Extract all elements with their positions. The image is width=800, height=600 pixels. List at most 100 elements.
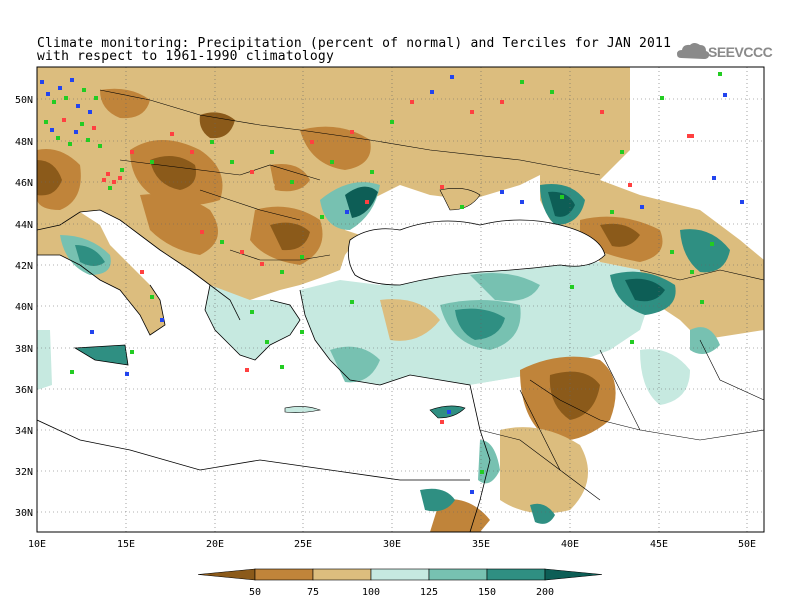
- station-marker: [52, 100, 56, 104]
- station-marker: [260, 262, 264, 266]
- station-marker: [80, 122, 84, 126]
- station-marker: [245, 368, 249, 372]
- station-marker: [450, 75, 454, 79]
- lon-label: 10E: [28, 539, 46, 550]
- station-marker: [76, 104, 80, 108]
- colorbar-segment: [312, 568, 372, 581]
- station-marker: [150, 160, 154, 164]
- station-marker: [220, 240, 224, 244]
- land-sicily: [75, 345, 128, 365]
- colorbar-label: 150: [478, 587, 496, 598]
- station-marker: [710, 242, 714, 246]
- station-marker: [250, 170, 254, 174]
- station-marker: [640, 205, 644, 209]
- colorbar-segment: [254, 568, 314, 581]
- logo-text: SEEVCCC: [708, 44, 773, 60]
- map-subtitle: with respect to 1961-1990 climatology: [37, 49, 334, 64]
- lon-label: 20E: [206, 539, 224, 550]
- station-marker: [712, 176, 716, 180]
- station-marker: [500, 100, 504, 104]
- station-marker: [70, 370, 74, 374]
- lon-label: 40E: [561, 539, 579, 550]
- station-marker: [70, 78, 74, 82]
- colorbar: 50 75 100 125 150 200: [197, 568, 603, 598]
- station-marker: [690, 270, 694, 274]
- lon-label: 50E: [738, 539, 756, 550]
- station-marker: [687, 134, 691, 138]
- station-marker: [280, 365, 284, 369]
- station-marker: [700, 300, 704, 304]
- station-marker: [170, 132, 174, 136]
- station-marker: [130, 150, 134, 154]
- station-marker: [210, 140, 214, 144]
- station-marker: [125, 372, 129, 376]
- station-marker: [106, 172, 110, 176]
- station-marker: [200, 230, 204, 234]
- station-marker: [350, 130, 354, 134]
- colorbar-segment: [544, 568, 603, 581]
- station-marker: [118, 176, 122, 180]
- lat-label: 40N: [15, 302, 33, 313]
- country-borders: [99, 89, 764, 501]
- lon-label: 25E: [294, 539, 312, 550]
- station-marker: [550, 90, 554, 94]
- station-marker: [68, 142, 72, 146]
- station-marker: [290, 180, 294, 184]
- station-marker: [94, 96, 98, 100]
- station-marker: [250, 310, 254, 314]
- station-marker: [520, 80, 524, 84]
- station-marker: [58, 86, 62, 90]
- station-marker: [430, 90, 434, 94]
- station-marker: [670, 250, 674, 254]
- colorbar-segment: [370, 568, 430, 581]
- station-marker: [280, 270, 284, 274]
- lon-label: 35E: [472, 539, 490, 550]
- graticule: [37, 67, 764, 532]
- station-marker: [150, 295, 154, 299]
- lat-label: 44N: [15, 220, 33, 231]
- station-marker: [718, 72, 722, 76]
- station-marker: [350, 300, 354, 304]
- lat-label: 42N: [15, 261, 33, 272]
- station-marker: [560, 195, 564, 199]
- station-marker: [46, 92, 50, 96]
- station-marker: [365, 200, 369, 204]
- map-panel: [37, 67, 764, 532]
- station-marker: [500, 190, 504, 194]
- lon-label: 15E: [117, 539, 135, 550]
- station-marker: [112, 180, 116, 184]
- colorbar-label: 50: [249, 587, 261, 598]
- station-marker: [130, 350, 134, 354]
- station-marker: [660, 96, 664, 100]
- colorbar-label: 200: [536, 587, 554, 598]
- station-marker: [102, 178, 106, 182]
- station-marker: [723, 93, 727, 97]
- station-marker: [300, 330, 304, 334]
- station-marker: [620, 150, 624, 154]
- station-marker: [56, 136, 60, 140]
- lat-label: 38N: [15, 344, 33, 355]
- lon-label: 45E: [650, 539, 668, 550]
- map-frame: [36, 66, 765, 533]
- station-marker: [610, 210, 614, 214]
- map-title: Climate monitoring: Precipitation (perce…: [37, 36, 672, 51]
- precip-fields: [37, 67, 764, 532]
- station-marker: [64, 96, 68, 100]
- station-marker: [370, 170, 374, 174]
- colorbar-label: 100: [362, 587, 380, 598]
- station-marker: [740, 200, 744, 204]
- lat-label: 34N: [15, 426, 33, 437]
- station-marker: [470, 110, 474, 114]
- station-marker: [330, 160, 334, 164]
- lat-label: 30N: [15, 508, 33, 519]
- crete: [284, 406, 322, 413]
- colorbar-segment: [197, 568, 256, 581]
- station-marker: [320, 215, 324, 219]
- station-marker: [40, 80, 44, 84]
- station-marker: [82, 88, 86, 92]
- station-marker: [310, 140, 314, 144]
- station-marker: [108, 186, 112, 190]
- station-marker: [410, 100, 414, 104]
- lat-label: 48N: [15, 137, 33, 148]
- station-marker: [447, 410, 451, 414]
